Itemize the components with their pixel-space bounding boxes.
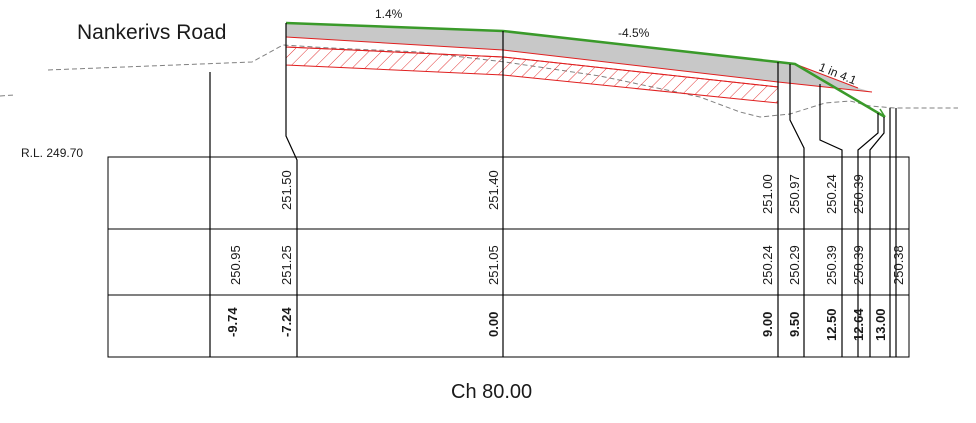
design-level: 250.97 (787, 174, 802, 214)
offset-line (819, 84, 843, 357)
offset-value: 12.64 (851, 308, 866, 341)
natural-surface-line-tail (0, 94, 15, 97)
design-level: 251.50 (279, 170, 294, 210)
design-level: 251.40 (486, 170, 501, 210)
offset-value: 12.50 (824, 308, 839, 341)
natural-level: 251.25 (279, 245, 294, 285)
natural-level: 250.39 (824, 245, 839, 285)
natural-level: 251.05 (486, 245, 501, 285)
design-level: 251.00 (760, 174, 775, 214)
offset-line (789, 64, 805, 357)
design-level: 250.39 (851, 174, 866, 214)
natural-level: 250.24 (760, 245, 775, 285)
natural-level: 250.95 (228, 245, 243, 285)
batter-toe-line (879, 108, 886, 118)
right-grade-label: -4.5% (618, 26, 650, 40)
offset-value: 9.00 (760, 312, 775, 337)
data-table-frame (107, 156, 910, 358)
natural-level: 250.29 (787, 245, 802, 285)
datum-label: R.L. 249.70 (21, 146, 83, 160)
road-name-title: Nankerivs Road (77, 21, 226, 44)
design-level: 250.24 (824, 174, 839, 214)
offset-value: 9.50 (787, 312, 802, 337)
offset-value: -7.24 (279, 307, 294, 337)
offset-line (857, 113, 879, 357)
offset-line (869, 117, 885, 357)
left-grade-label: 1.4% (375, 7, 403, 21)
offset-line (285, 23, 298, 357)
offset-value: -9.74 (225, 307, 240, 337)
offset-lines (209, 23, 897, 357)
offset-value: 0.00 (486, 312, 501, 337)
chainage-label: Ch 80.00 (451, 381, 532, 403)
pavement-layer (286, 23, 872, 92)
natural-level: 250.38 (891, 245, 906, 285)
offset-value: 13.00 (873, 308, 888, 341)
natural-level: 250.39 (851, 245, 866, 285)
